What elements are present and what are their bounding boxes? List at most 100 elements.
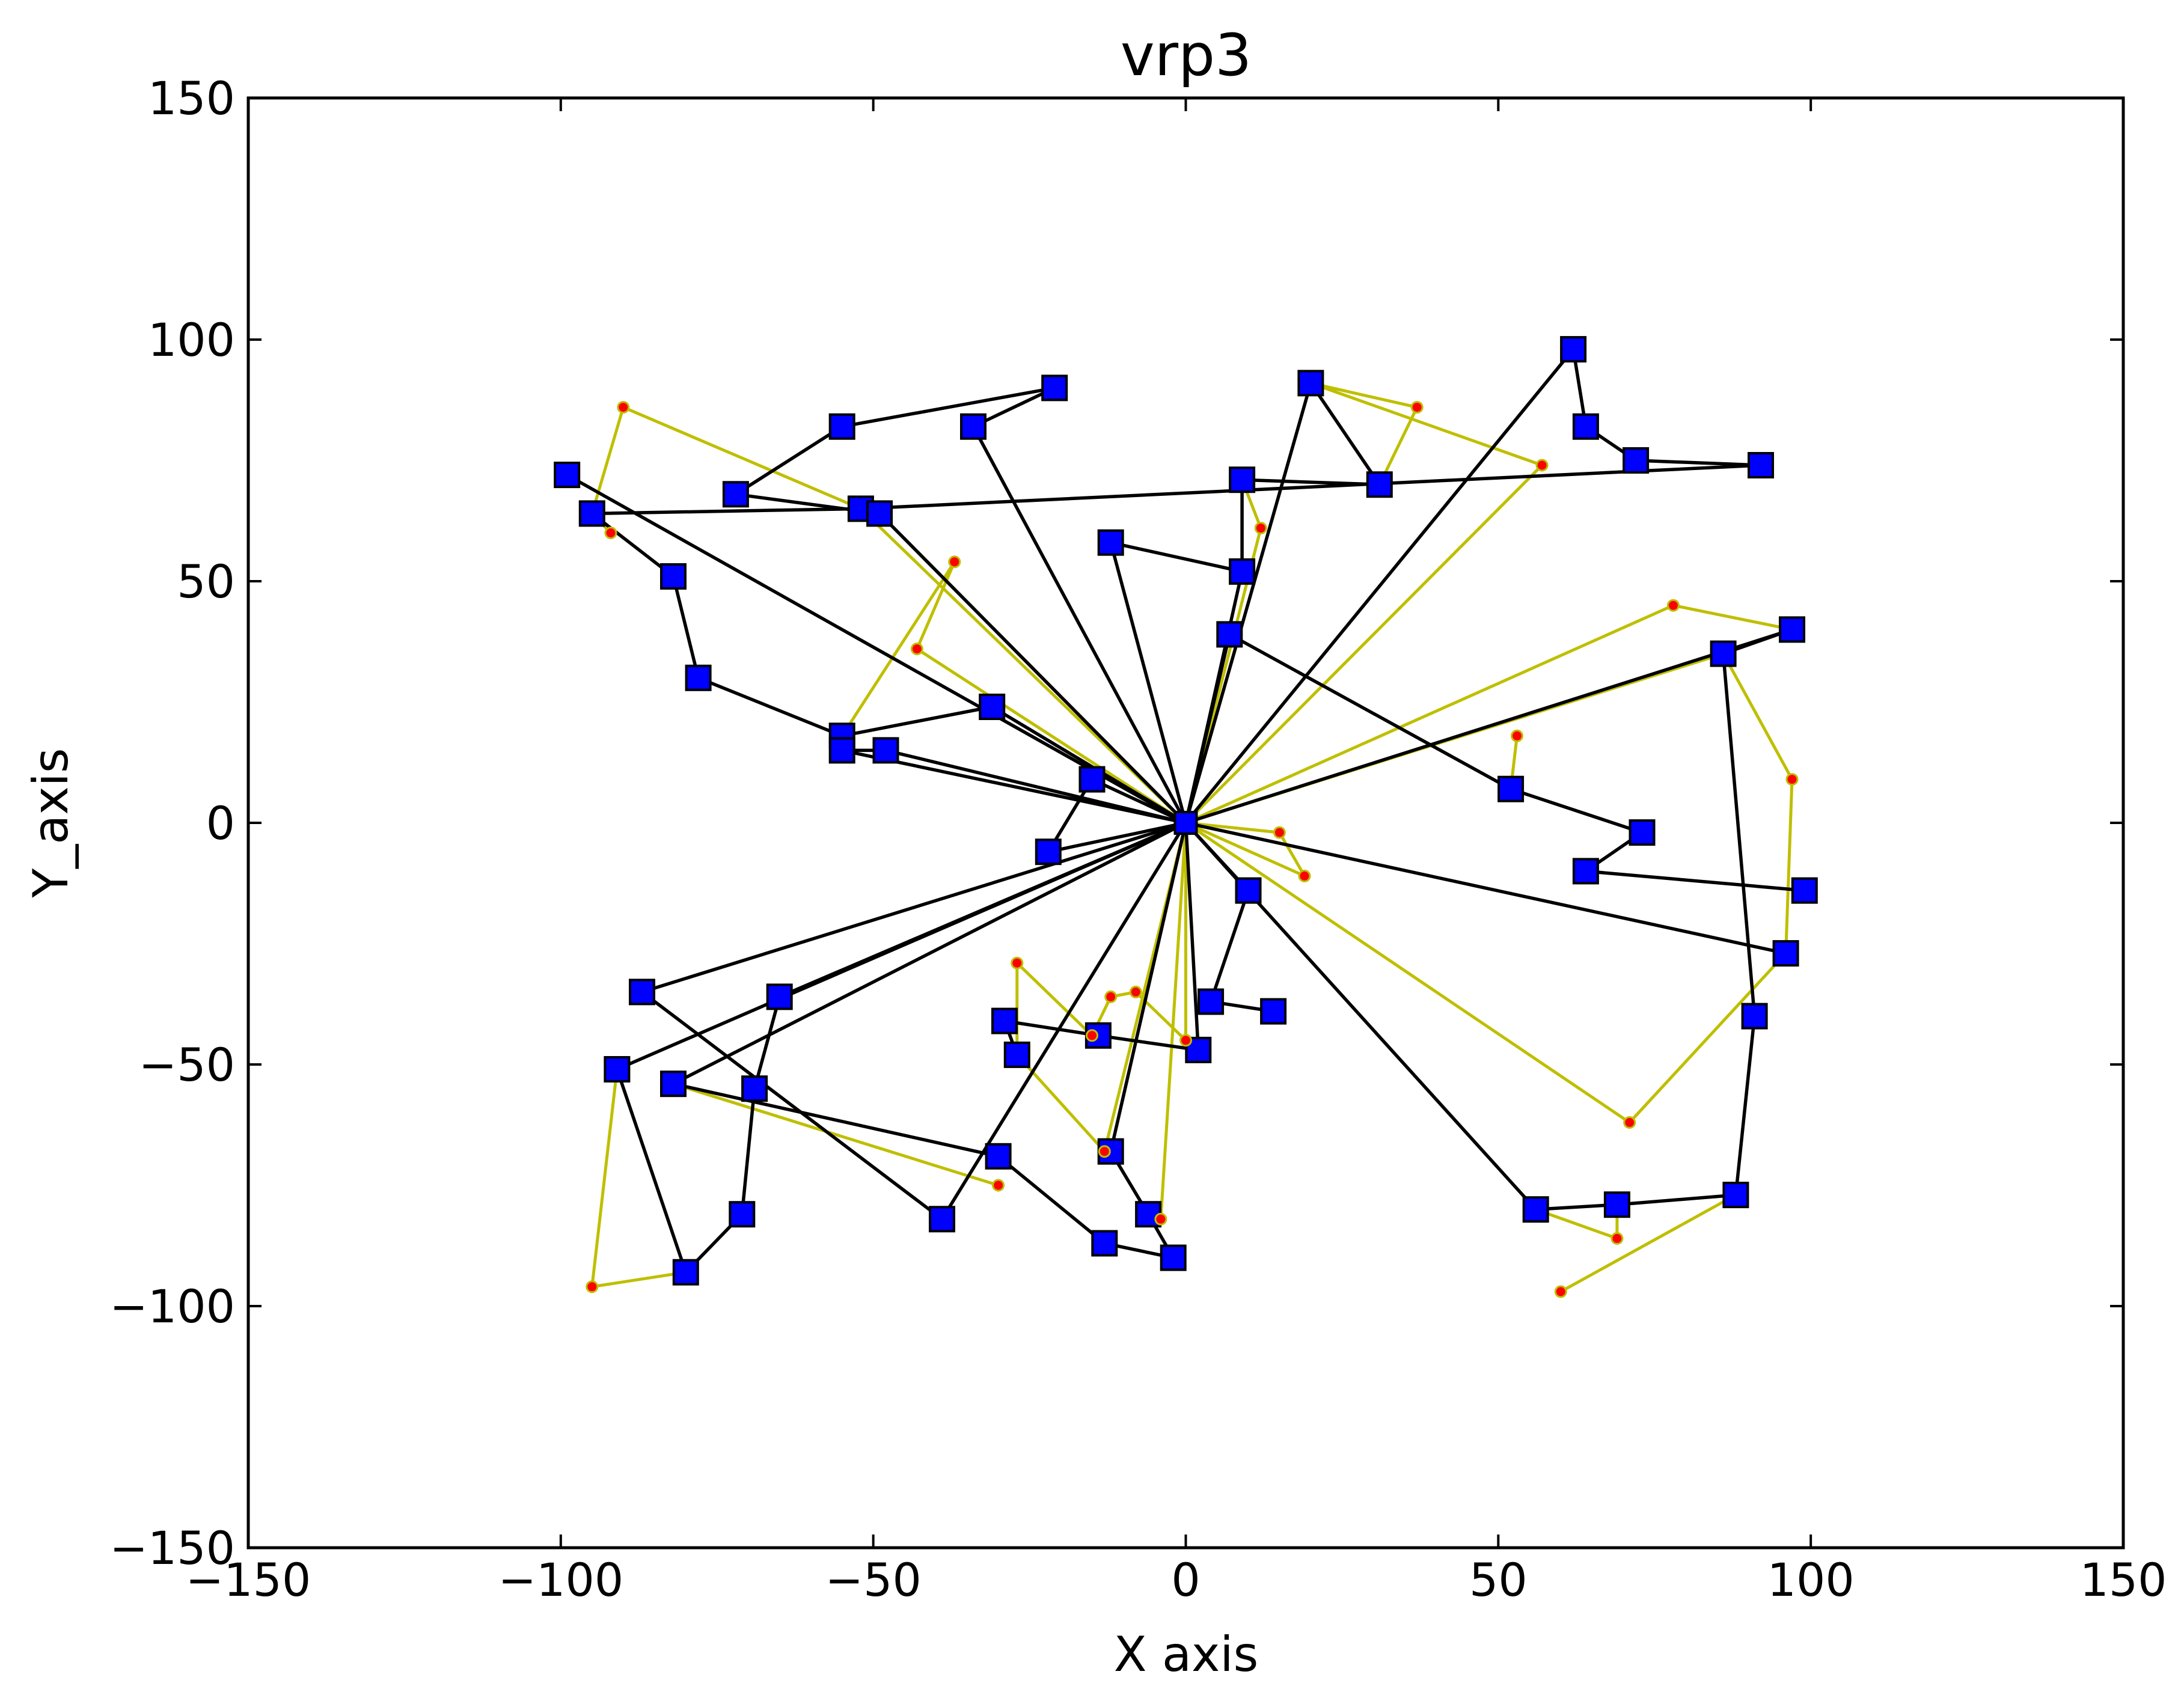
customer-square-marker <box>1229 466 1256 493</box>
customer-dot-marker <box>948 555 961 569</box>
customer-dot-marker <box>586 1280 599 1293</box>
x-tick-label: 50 <box>1469 1553 1528 1607</box>
customer-dot-marker <box>1410 401 1424 414</box>
customer-dot-marker <box>1785 773 1799 786</box>
route-line-0 <box>1047 777 1187 854</box>
customer-square-marker <box>872 737 899 764</box>
customer-square-marker <box>1041 374 1068 402</box>
initial-route-line-4 <box>1185 652 1794 1124</box>
customer-square-marker <box>1160 1244 1187 1271</box>
customer-square-marker <box>866 500 893 527</box>
customer-dot-marker <box>1511 729 1523 742</box>
customer-square-marker <box>1791 877 1818 904</box>
customer-square-marker <box>1710 640 1737 667</box>
route-line-7 <box>640 821 1187 1221</box>
customer-square-marker <box>1003 1041 1030 1068</box>
y-tick-label: 150 <box>148 72 235 125</box>
customer-square-marker <box>1572 858 1599 885</box>
customer-dot-marker <box>1254 522 1267 535</box>
customer-dot-marker <box>992 1179 1005 1192</box>
customer-dot-marker <box>1104 990 1118 1003</box>
customer-square-marker <box>1297 370 1324 397</box>
customer-dot-marker <box>1535 459 1549 472</box>
plot-area: −150 −100 −50 0 50 100 150 −150 −100 −50 0 50 100 150 <box>109 72 2167 1607</box>
customer-square-marker <box>979 694 1006 720</box>
customer-square-marker <box>672 1259 699 1286</box>
x-tick-label: −100 <box>498 1553 623 1607</box>
customer-square-marker <box>1216 621 1243 648</box>
x-tick-label: 150 <box>2079 1553 2167 1607</box>
customer-square-marker <box>1741 1003 1768 1030</box>
customer-square-marker <box>729 1201 756 1228</box>
customer-square-marker <box>1748 452 1774 478</box>
customer-square-marker <box>1260 998 1287 1025</box>
customer-square-marker <box>1722 1182 1749 1209</box>
customer-dot-marker <box>1273 826 1286 839</box>
y-tick-label: −150 <box>109 1521 235 1575</box>
customer-square-marker <box>741 1075 768 1102</box>
customer-square-marker <box>554 462 581 489</box>
y-axis-label: Y_axis <box>23 748 79 898</box>
customer-square-marker <box>766 983 793 1010</box>
customer-square-marker <box>1603 1191 1630 1218</box>
customer-square-marker <box>1623 447 1650 474</box>
x-axis-label: X axis <box>1114 1626 1259 1682</box>
customer-square-marker <box>1229 558 1256 585</box>
customer-dot-marker <box>1179 1034 1192 1047</box>
customer-square-marker <box>1560 336 1587 363</box>
customer-square-marker <box>722 481 749 508</box>
y-tick-label: −100 <box>109 1280 235 1333</box>
y-tick-label: 100 <box>148 313 235 367</box>
customer-square-marker <box>929 1206 955 1233</box>
customer-square-marker <box>685 664 712 691</box>
y-tick-label: 50 <box>177 555 235 608</box>
customer-square-marker <box>1035 838 1062 866</box>
customer-square-marker <box>1235 877 1262 904</box>
customer-square-marker <box>828 413 855 440</box>
customer-dot-marker <box>604 527 617 540</box>
x-tick-label: −50 <box>825 1553 921 1607</box>
route-line-6 <box>840 748 1187 825</box>
customer-dot-marker <box>1298 869 1311 882</box>
customer-square-marker <box>660 563 687 590</box>
customer-square-marker <box>1772 940 1799 967</box>
customer-square-marker <box>1629 819 1656 846</box>
customer-square-marker <box>960 413 986 440</box>
initial-route-line-0 <box>840 560 1187 825</box>
customer-dot-marker <box>1623 1116 1636 1129</box>
customer-square-marker <box>604 1056 631 1083</box>
customer-square-marker <box>1198 988 1225 1015</box>
initial-route-line-3 <box>1185 821 1306 878</box>
customer-dot-marker <box>1129 985 1142 998</box>
customer-square-marker <box>578 500 605 527</box>
customer-dot-marker <box>1154 1212 1167 1226</box>
customer-square-marker <box>629 979 655 1006</box>
customer-dot-marker <box>1666 599 1680 612</box>
customer-square-marker <box>1091 1230 1118 1257</box>
customer-square-marker <box>1522 1196 1549 1223</box>
x-tick-label: 100 <box>1767 1553 1855 1607</box>
customer-dot-marker <box>1610 1232 1624 1245</box>
customer-dot-marker <box>617 401 630 414</box>
customer-square-marker <box>1078 766 1106 793</box>
x-tick-label: −150 <box>186 1553 311 1607</box>
customer-square-marker <box>1497 775 1525 802</box>
depot-marker <box>1173 811 1198 835</box>
chart-title: vrp3 <box>1121 22 1252 89</box>
customer-dot-marker <box>910 643 923 656</box>
customer-square-marker <box>1572 413 1599 440</box>
route-line-11 <box>1184 632 1805 893</box>
customer-dot-marker <box>1086 1029 1098 1042</box>
customer-square-marker <box>1366 471 1393 498</box>
customer-square-marker <box>1779 616 1805 643</box>
customer-dot-marker <box>1011 956 1024 970</box>
customer-square-marker <box>991 1007 1018 1034</box>
x-tick-label: 0 <box>1171 1553 1200 1607</box>
route-line-3 <box>1184 381 1381 823</box>
y-tick-label: 0 <box>206 796 235 850</box>
customer-square-marker <box>1097 529 1124 556</box>
customer-square-marker <box>828 737 855 764</box>
customer-dot-marker <box>1554 1285 1567 1298</box>
customer-dot-marker <box>1098 1145 1111 1158</box>
